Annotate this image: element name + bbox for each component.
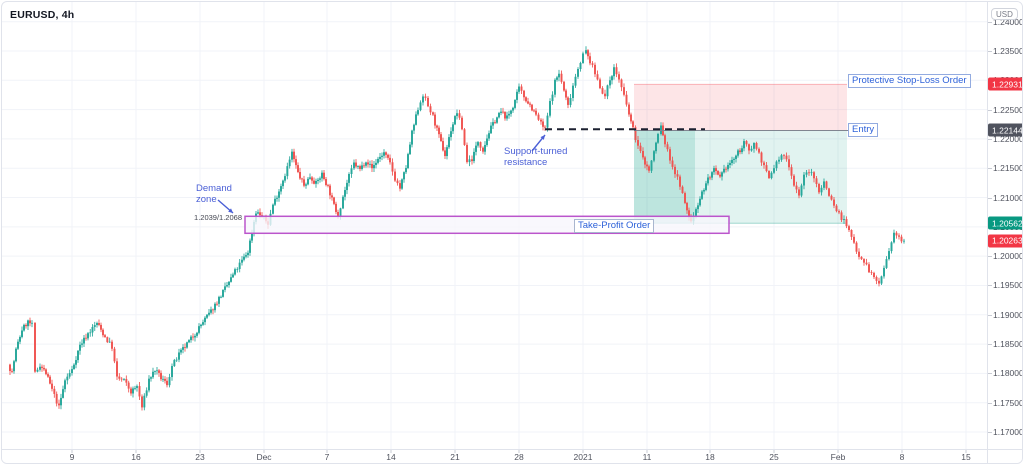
price-tick-mark [988,109,992,111]
take-profit-zone[interactable] [634,130,847,224]
price-tick-label: 1.22500 [993,104,1023,115]
time-tick-mark [199,450,201,453]
time-tick-label[interactable]: 21 [450,452,460,462]
time-tick-mark [709,450,711,453]
time-tick-mark [326,450,328,453]
symbol-title[interactable]: EURUSD, 4h [10,9,75,21]
position-tool-zones[interactable] [634,83,847,224]
price-tick-mark [988,402,992,404]
currency-badge[interactable]: USD [991,8,1018,20]
time-tick-label[interactable]: 18 [705,452,715,462]
price-tick-mark [988,256,992,258]
price-tick-label: 1.21500 [993,163,1023,174]
demand-zone-note-line1: Demand [196,183,232,194]
time-tick-mark [965,450,967,453]
support-note-line2: resistance [504,156,548,168]
price-tick-label: 1.19500 [993,280,1023,291]
price-tick-mark [988,344,992,346]
time-tick-mark [454,450,456,453]
time-tick-mark [582,450,584,453]
axis-corner-divider [987,450,988,463]
time-tick-mark [71,450,73,453]
price-chart[interactable] [2,2,987,449]
demand-zone-note-line2: zone [196,193,217,205]
take-profit-rect[interactable] [244,215,730,235]
time-tick-label[interactable]: Feb [830,452,846,462]
support-note-line1: Support-turned [504,146,568,157]
price-tick-label: 1.23500 [993,46,1023,56]
price-tick-mark [988,138,992,140]
support-arrow-icon [531,134,546,152]
time-tick-mark [773,450,775,453]
price-tick-label: 1.22000 [993,133,1023,144]
price-tick-label: 1.19000 [993,309,1023,320]
price-tick-label: 1.20000 [993,251,1023,262]
price-tick-mark [988,373,992,375]
time-tick-label[interactable]: 28 [514,452,524,462]
time-tick-mark [390,450,392,453]
time-tick-label[interactable]: 16 [131,452,141,462]
time-tick-mark [837,450,839,453]
price-badge: 1.20263 [988,234,1022,248]
demand-zone-note[interactable]: Demand zone [196,183,232,205]
price-badge: 1.22144 [988,123,1022,137]
take-profit-order-label[interactable]: Take-Profit Order [574,219,655,233]
support-resistance-note[interactable]: Support-turned resistance [504,146,568,168]
time-tick-label[interactable]: 11 [642,452,652,462]
time-tick-mark [263,450,265,453]
time-tick-label[interactable]: Dec [256,452,272,462]
take-profit-zone-overlap[interactable] [634,130,695,224]
demand-zone-arrow-icon [217,199,234,214]
price-badge: 1.20562 [988,216,1022,230]
time-tick-label[interactable]: 7 [324,452,330,462]
time-tick-label[interactable]: 14 [386,452,396,462]
time-tick-mark [135,450,137,453]
price-tick-mark [988,51,992,52]
time-tick-label[interactable]: 9 [69,452,75,462]
price-badge: 1.22931 [988,77,1022,91]
price-tick-mark [988,314,992,316]
time-tick-label[interactable]: 25 [769,452,779,462]
time-tick-mark [901,450,903,453]
price-tick-label: 1.17500 [993,397,1023,408]
price-tick-label: 1.18000 [993,368,1023,379]
entry-label[interactable]: Entry [848,123,879,137]
price-tick-mark [988,197,992,199]
stop-loss-zone[interactable] [634,84,847,131]
price-tick-mark [988,432,992,433]
time-tick-label[interactable]: 2021 [573,452,593,462]
price-tick-mark [988,168,992,170]
time-tick-label[interactable]: 15 [961,452,971,462]
time-tick-label[interactable]: 8 [899,452,905,462]
time-tick-mark [518,450,520,453]
price-tick-label: 1.24000 [993,16,1023,27]
price-tick-mark [988,21,992,23]
time-tick-mark [646,450,648,453]
price-tick-label: 1.18500 [993,339,1023,350]
price-tick-mark [988,285,992,287]
price-tick-label: 1.21000 [993,192,1023,203]
stop-loss-order-label[interactable]: Protective Stop-Loss Order [848,74,971,88]
price-tick-label: 1.17000 [993,427,1023,437]
time-axis[interactable]: 9 16 23 Dec 7 14 21 28 2021 11 18 25 Feb 8 15 [2,449,1022,463]
price-axis[interactable]: USD 1.240001.235001.230001.225001.220001… [987,2,1023,449]
time-tick-label[interactable]: 23 [195,452,205,462]
demand-price-range-label: 1.2039/1.2068 [194,213,242,222]
